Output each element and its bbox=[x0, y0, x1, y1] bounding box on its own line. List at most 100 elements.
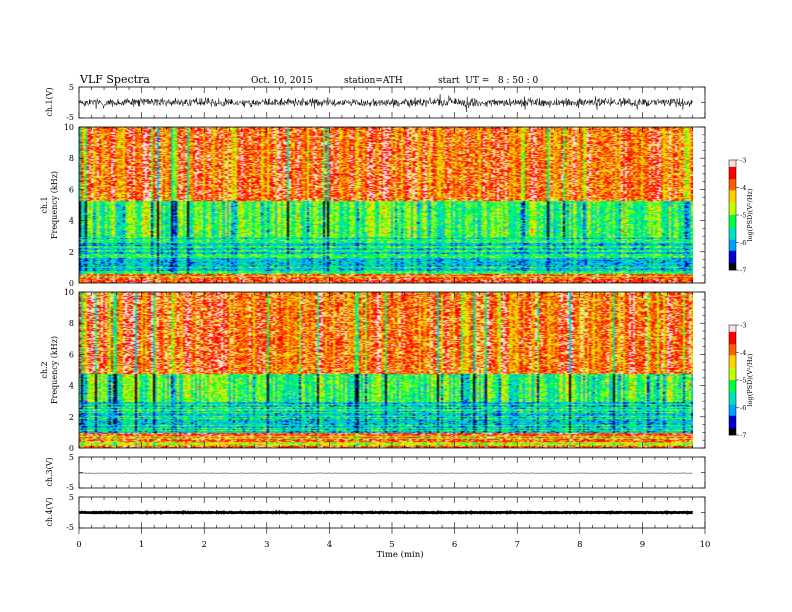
colorbar-segment bbox=[729, 385, 736, 388]
colorbar-segment bbox=[729, 160, 736, 162]
colorbar-segment bbox=[729, 197, 736, 199]
colorbar-segment bbox=[729, 388, 736, 390]
colorbar-segment bbox=[729, 402, 736, 404]
colorbar-segment bbox=[729, 253, 736, 256]
colorbar-segment bbox=[729, 330, 736, 333]
colorbar-tick-label: -7 bbox=[740, 267, 746, 275]
colorbar-segment bbox=[729, 257, 736, 260]
colorbar-segment bbox=[729, 422, 736, 425]
colorbar-segment bbox=[729, 424, 736, 426]
colorbar-segment bbox=[729, 366, 736, 368]
colorbar-segment bbox=[729, 235, 736, 238]
colorbar-segment bbox=[729, 381, 736, 384]
header-station: station=ATH bbox=[344, 76, 403, 86]
colorbar-segment bbox=[729, 237, 736, 239]
ch4-ytick-bottom: -5 bbox=[66, 523, 74, 532]
colorbar-segment bbox=[729, 239, 736, 242]
colorbar-segment bbox=[729, 180, 736, 183]
colorbar-segment bbox=[729, 210, 736, 213]
colorbar-segment bbox=[729, 433, 736, 436]
x-tick-label: 8 bbox=[577, 540, 582, 550]
colorbar-segment bbox=[729, 245, 736, 247]
colorbar-segment bbox=[729, 429, 736, 432]
colorbar-segment bbox=[729, 430, 736, 433]
colorbar-segment bbox=[729, 352, 736, 355]
colorbar-segment bbox=[729, 406, 736, 408]
colorbar-segment bbox=[729, 359, 736, 362]
colorbar-segment bbox=[729, 428, 736, 430]
colorbar-segment bbox=[729, 177, 736, 180]
waveform-line bbox=[78, 472, 693, 474]
y-tick-label: 4 bbox=[69, 217, 74, 226]
colorbar-segment bbox=[729, 261, 736, 264]
colorbar-segment bbox=[729, 329, 736, 331]
colorbar-segment bbox=[729, 193, 736, 195]
colorbar-segment bbox=[729, 334, 736, 337]
colorbar-segment bbox=[729, 384, 736, 386]
colorbar-segment bbox=[729, 179, 736, 181]
colorbar-tick-label: -3 bbox=[740, 157, 746, 165]
colorbar-segment bbox=[729, 191, 736, 194]
waveform-line bbox=[78, 94, 693, 113]
colorbar-segment bbox=[729, 249, 736, 252]
ch4-waveform-trace bbox=[78, 509, 694, 516]
colorbar-segment bbox=[729, 356, 736, 359]
colorbar-segment bbox=[729, 208, 736, 210]
colorbar-segment bbox=[729, 202, 736, 205]
ch1-spectrogram-ticks: 0 2 4 6 8 10 bbox=[64, 123, 706, 288]
colorbar-segment bbox=[729, 173, 736, 176]
colorbar-segment bbox=[729, 172, 736, 175]
colorbar-segment bbox=[729, 165, 736, 168]
colorbar-segment bbox=[729, 371, 736, 374]
colorbar-segment bbox=[729, 378, 736, 381]
colorbar-segment bbox=[729, 248, 736, 250]
colorbar-segment bbox=[729, 190, 736, 192]
ch3-waveform-xticks bbox=[78, 456, 706, 489]
colorbar-segment bbox=[729, 403, 736, 406]
colorbar-tick-label: -5 bbox=[740, 377, 746, 385]
colorbar-segment bbox=[729, 267, 736, 269]
x-axis-label: Time (min) bbox=[376, 549, 423, 560]
colorbar-segment bbox=[729, 336, 736, 338]
colorbar-segment bbox=[729, 364, 736, 367]
ch1-colorbar-label: log(PSD)(V²/Hz) bbox=[746, 188, 754, 241]
y-tick-label: 2 bbox=[69, 248, 74, 257]
ch4-ytick-top: 5 bbox=[69, 493, 74, 502]
colorbar-segment bbox=[729, 377, 736, 379]
colorbar-segment bbox=[729, 215, 736, 217]
x-tick-label: 5 bbox=[389, 540, 394, 550]
colorbar-segment bbox=[729, 395, 736, 397]
colorbar-segment bbox=[729, 325, 736, 327]
colorbar-segment bbox=[729, 393, 736, 396]
colorbar-segment bbox=[729, 396, 736, 399]
colorbar-segment bbox=[729, 265, 736, 268]
colorbar-tick-label: -4 bbox=[740, 349, 746, 357]
colorbar-segment bbox=[729, 414, 736, 417]
colorbar-segment bbox=[729, 199, 736, 202]
colorbar-segment bbox=[729, 182, 736, 184]
colorbar-segment bbox=[729, 345, 736, 348]
x-tick-label: 4 bbox=[327, 540, 332, 550]
colorbar-segment bbox=[729, 221, 736, 224]
x-tick-label: 1 bbox=[139, 540, 144, 550]
colorbar-segment bbox=[729, 246, 736, 249]
colorbar-segment bbox=[729, 217, 736, 220]
colorbar-segment bbox=[729, 242, 736, 245]
colorbar-segment bbox=[729, 355, 736, 357]
figure-title: VLF Spectra bbox=[79, 73, 150, 86]
colorbar-segment bbox=[729, 407, 736, 410]
colorbar-segment bbox=[729, 168, 736, 170]
colorbar-segment bbox=[729, 367, 736, 370]
colorbar-segment bbox=[729, 260, 736, 263]
colorbar-tick-label: -6 bbox=[740, 239, 746, 247]
colorbar-segment bbox=[729, 194, 736, 197]
x-tick-label: 9 bbox=[640, 540, 645, 550]
colorbar-segment bbox=[729, 175, 736, 177]
colorbar-segment bbox=[729, 205, 736, 208]
ch1-colorbar: -3 -4 -5 -6 -7 bbox=[728, 157, 746, 275]
waveform-line bbox=[78, 509, 694, 516]
colorbar-segment bbox=[729, 382, 736, 385]
colorbar-segment bbox=[729, 201, 736, 203]
